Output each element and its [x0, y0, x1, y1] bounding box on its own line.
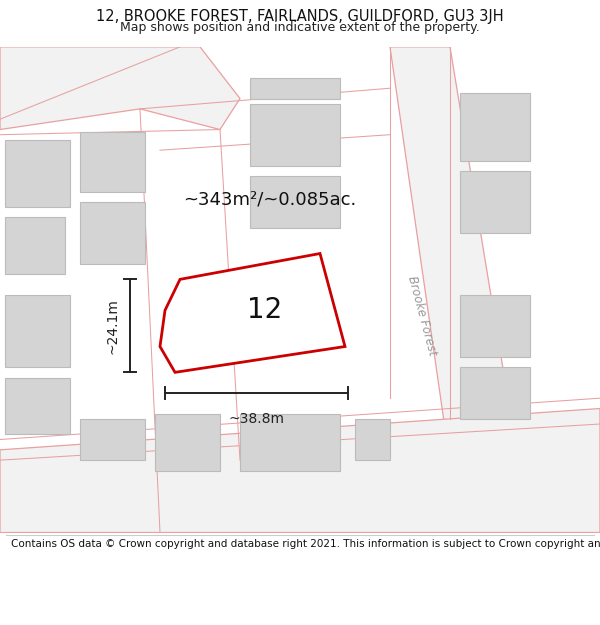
- Polygon shape: [460, 93, 530, 161]
- Polygon shape: [80, 419, 145, 460]
- Text: 12: 12: [247, 296, 283, 324]
- Polygon shape: [390, 47, 530, 532]
- Polygon shape: [80, 132, 145, 191]
- Polygon shape: [460, 295, 530, 357]
- Polygon shape: [5, 378, 70, 434]
- Polygon shape: [0, 409, 600, 532]
- Polygon shape: [355, 419, 390, 460]
- Text: ~38.8m: ~38.8m: [229, 412, 284, 426]
- Polygon shape: [250, 78, 340, 99]
- Text: Contains OS data © Crown copyright and database right 2021. This information is : Contains OS data © Crown copyright and d…: [11, 539, 600, 549]
- Text: 12, BROOKE FOREST, FAIRLANDS, GUILDFORD, GU3 3JH: 12, BROOKE FOREST, FAIRLANDS, GUILDFORD,…: [96, 9, 504, 24]
- Text: Map shows position and indicative extent of the property.: Map shows position and indicative extent…: [120, 21, 480, 34]
- Polygon shape: [5, 295, 70, 367]
- Polygon shape: [5, 140, 70, 207]
- Polygon shape: [160, 254, 345, 372]
- Polygon shape: [5, 217, 65, 274]
- Polygon shape: [250, 104, 340, 166]
- Polygon shape: [155, 414, 220, 471]
- Polygon shape: [240, 414, 340, 471]
- Polygon shape: [80, 202, 145, 264]
- Polygon shape: [460, 171, 530, 233]
- Polygon shape: [460, 367, 530, 419]
- Text: ~24.1m: ~24.1m: [106, 298, 120, 354]
- Text: Brooke Forest: Brooke Forest: [405, 274, 439, 357]
- Polygon shape: [0, 47, 240, 129]
- Text: ~343m²/~0.085ac.: ~343m²/~0.085ac.: [184, 191, 356, 209]
- Polygon shape: [250, 176, 340, 228]
